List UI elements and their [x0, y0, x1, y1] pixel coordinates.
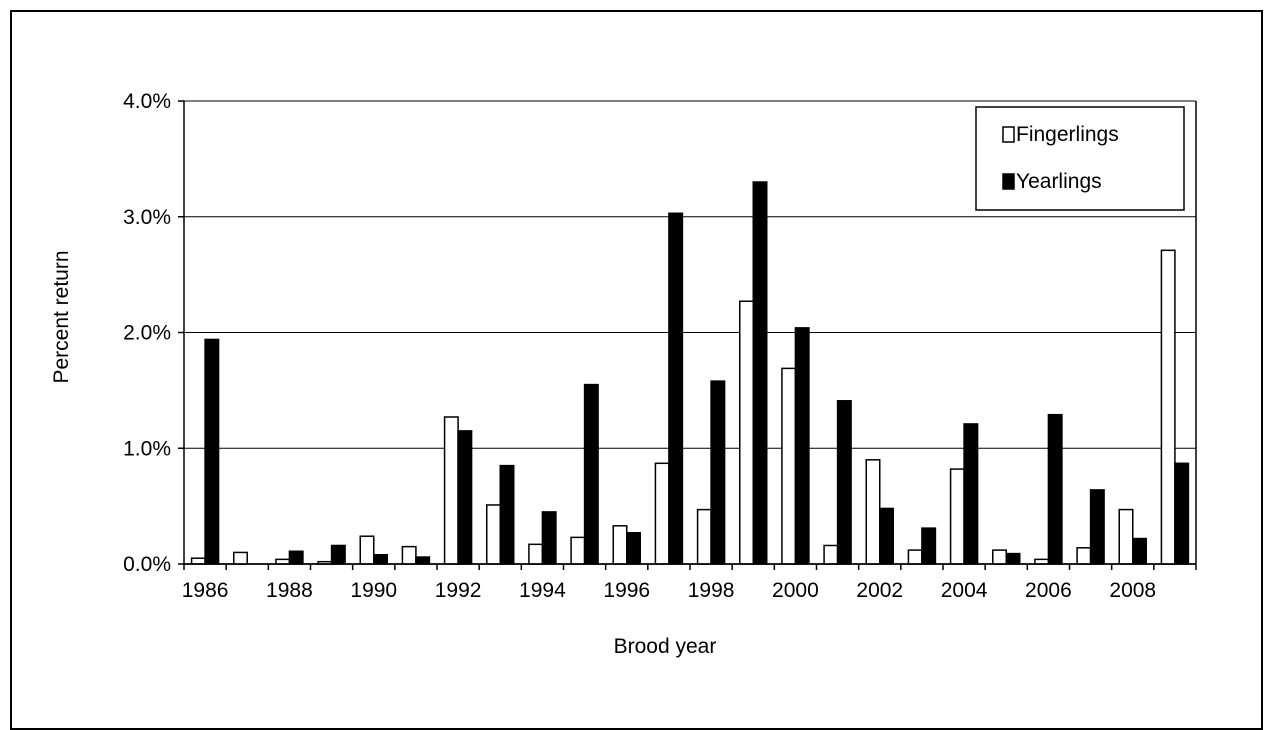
- bar-chart: 0.0% 1.0% 2.0% 3.0% 4.0% 1986 1988 1990 1992 199…: [50, 90, 1197, 658]
- legend-label-fingerlings: Fingerlings: [1016, 123, 1119, 146]
- x-tick-label: 2000: [772, 579, 819, 602]
- bar-yearlings-1986: [204, 338, 220, 565]
- bar-yearlings-2000: [794, 327, 810, 565]
- bar-yearlings-1992: [457, 430, 473, 565]
- bar-yearlings-1995: [583, 383, 599, 565]
- legend-label-yearlings: Yearlings: [1016, 170, 1102, 193]
- bar-fingerlings-2008: [1118, 508, 1134, 565]
- x-axis-tick-labels: 1986 1988 1990 1992 1994 1996 1998 2000 2002 2004…: [182, 579, 1156, 602]
- x-axis-title: Brood year: [614, 635, 717, 658]
- bar-yearlings-2003: [921, 527, 937, 565]
- bar-fingerlings-1998: [696, 508, 712, 565]
- bar-yearlings-1999: [752, 181, 768, 565]
- bar-yearlings-1994: [541, 511, 557, 565]
- x-tick-label: 1990: [350, 579, 397, 602]
- bar-yearlings-1998: [710, 380, 726, 565]
- bar-fingerlings-1992: [443, 416, 459, 565]
- y-axis-title: Percent return: [50, 250, 73, 383]
- x-tick-label: 2002: [856, 579, 903, 602]
- bar-yearlings-2001: [836, 400, 852, 565]
- legend: Fingerlings Yearlings: [975, 106, 1185, 211]
- bar-fingerlings-2001: [823, 544, 839, 565]
- bar-yearlings-2006: [1047, 413, 1063, 565]
- bar-fingerlings-1991: [401, 545, 417, 565]
- bar-fingerlings-1995: [570, 536, 586, 565]
- legend-swatch-yearlings: [1002, 173, 1015, 190]
- bar-fingerlings-2002: [865, 459, 881, 565]
- bar-fingerlings-1986: [190, 557, 206, 565]
- bar-fingerlings-2003: [907, 549, 923, 565]
- legend-box: [975, 106, 1185, 211]
- y-tick-label: 4.0%: [123, 90, 171, 113]
- x-tick-label: 1998: [688, 579, 735, 602]
- y-tick-label: 0.0%: [123, 553, 171, 576]
- bar-fingerlings-1987: [233, 551, 248, 565]
- x-tick-label: 2006: [1025, 579, 1072, 602]
- bar-yearlings-1990: [373, 553, 388, 565]
- bar-yearlings-1993: [499, 464, 515, 565]
- bar-yearlings-2005: [1005, 552, 1021, 565]
- chart-frame: 0.0% 1.0% 2.0% 3.0% 4.0% 1986 1988 1990 1992 199…: [10, 10, 1263, 730]
- bar-yearlings-1996: [626, 531, 641, 565]
- x-tick-label: 1986: [182, 579, 229, 602]
- axes: [178, 100, 1197, 570]
- bar-fingerlings-1997: [654, 462, 670, 565]
- bar-yearlings-2007: [1089, 489, 1105, 565]
- bar-fingerlings-1990: [359, 535, 375, 565]
- bar-fingerlings-2004: [949, 468, 965, 565]
- bar-fingerlings-2007: [1076, 547, 1092, 565]
- bar-fingerlings-2000: [781, 367, 797, 565]
- bar-yearlings-2008: [1132, 537, 1147, 565]
- bar-fingerlings-2009: [1160, 249, 1176, 565]
- bar-yearlings-1991: [415, 556, 431, 565]
- x-tick-label: 1992: [435, 579, 482, 602]
- bar-fingerlings-1999: [739, 300, 754, 565]
- bar-yearlings-1988: [288, 550, 304, 565]
- bar-fingerlings-2005: [992, 549, 1007, 565]
- bar-fingerlings-1993: [486, 504, 501, 565]
- x-tick-label: 1988: [266, 579, 313, 602]
- bar-yearlings-1997: [668, 212, 684, 565]
- x-tick-label: 1996: [603, 579, 650, 602]
- bar-fingerlings-1996: [612, 525, 628, 565]
- bar-yearlings-2009: [1174, 462, 1190, 565]
- bar-yearlings-2004: [963, 423, 979, 565]
- bar-fingerlings-1994: [528, 543, 544, 565]
- y-tick-label: 1.0%: [123, 437, 171, 460]
- x-tick-label: 2004: [941, 579, 988, 602]
- bar-yearlings-1989: [330, 544, 346, 565]
- legend-swatch-fingerlings: [1002, 126, 1015, 143]
- bar-yearlings-2002: [879, 507, 894, 565]
- y-tick-label: 2.0%: [123, 322, 171, 345]
- x-tick-label: 2008: [1109, 579, 1156, 602]
- x-tick-label: 1994: [519, 579, 566, 602]
- bars: [190, 181, 1190, 565]
- y-axis-tick-labels: 0.0% 1.0% 2.0% 3.0% 4.0%: [123, 90, 171, 576]
- y-tick-label: 3.0%: [123, 206, 171, 229]
